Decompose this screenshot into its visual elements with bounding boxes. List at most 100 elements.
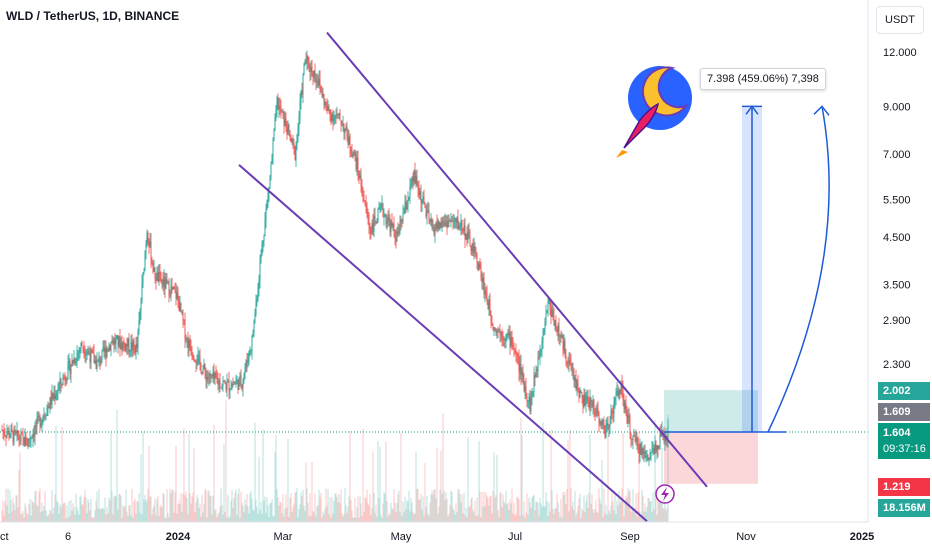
candles [1, 50, 669, 467]
candle-body [243, 374, 245, 381]
candle-body [291, 138, 293, 142]
candle-body [454, 218, 456, 221]
candle-body [252, 333, 254, 337]
volume-bar [189, 493, 191, 522]
volume-bar [469, 505, 471, 522]
volume-bar [292, 507, 294, 522]
candle-body [384, 214, 386, 216]
candle-body [613, 401, 615, 414]
candle-body [412, 176, 414, 182]
volume-bar [104, 497, 106, 522]
candle-body [655, 442, 657, 451]
volume-bar [642, 495, 644, 522]
candle-body [254, 313, 256, 321]
candle-body [229, 389, 231, 392]
candle-body [100, 360, 102, 364]
volume-bar [614, 492, 616, 522]
candle-body [516, 352, 518, 356]
candle-body [459, 225, 461, 227]
candle-body [274, 116, 276, 131]
candle-body [307, 56, 309, 61]
candle-body [99, 356, 101, 364]
candle-body [551, 309, 553, 317]
volume-bar [560, 498, 562, 522]
volume-bar [229, 516, 231, 522]
volume-bar [248, 513, 250, 522]
candle-body [462, 230, 464, 232]
volume-bar [297, 517, 299, 522]
volume-bar [230, 500, 232, 522]
volume-bar [134, 498, 136, 522]
candle-body [450, 221, 452, 223]
candle-body [604, 431, 606, 438]
volume-bar [258, 456, 260, 522]
volume-bar [30, 515, 32, 522]
volume-bar [522, 515, 524, 522]
candle-body [367, 213, 369, 218]
candle-body [436, 222, 438, 229]
volume-bar [330, 517, 332, 522]
candle-body [343, 124, 345, 134]
volume-bar [344, 488, 346, 522]
candle-body [334, 115, 336, 119]
volume-bar [659, 495, 661, 522]
rocket-moon-icon [616, 66, 692, 158]
volume-bar [328, 514, 330, 522]
volume-bar [518, 499, 520, 522]
volume-bar [192, 492, 194, 522]
volume-bar [117, 509, 119, 522]
candle-body [304, 61, 306, 66]
x-tick-label: 2024 [166, 531, 191, 543]
volume-bar [371, 507, 373, 522]
candle-body [199, 355, 201, 364]
candle-body [565, 355, 567, 362]
candle-body [19, 439, 21, 441]
volume-bar [286, 507, 288, 522]
candle-body [378, 208, 380, 210]
candle-body [636, 438, 638, 442]
candle-body [165, 279, 167, 289]
volume-bar [597, 512, 599, 522]
candle-body [181, 311, 183, 313]
volume-bar [524, 517, 526, 522]
candle-body [299, 101, 301, 118]
volume-bar [464, 515, 466, 522]
volume-bar [355, 517, 357, 522]
candle-body [478, 263, 480, 271]
candle-body [373, 215, 375, 232]
x-tick-label: Mar [274, 531, 293, 543]
volume-bar [531, 497, 533, 522]
volume-bar [393, 489, 395, 522]
candle-body [505, 334, 507, 341]
volume-bar [561, 517, 563, 522]
volume-bar [622, 432, 624, 522]
candle-body [457, 217, 459, 230]
volume-bar [70, 500, 72, 522]
candle-body [344, 128, 346, 134]
candle-body [251, 336, 253, 350]
candle-body [656, 445, 658, 451]
candle-body [224, 381, 226, 384]
currency-button[interactable]: USDT [876, 6, 924, 34]
candle-body [583, 394, 585, 408]
candle-body [345, 126, 347, 129]
volume-bar [432, 494, 434, 522]
candle-body [335, 115, 337, 117]
candle-body [211, 375, 213, 377]
volume-bar [338, 493, 340, 522]
volume-bar [566, 488, 568, 522]
volume-bar [205, 488, 207, 522]
candle-body [364, 201, 366, 204]
volume-bar [378, 498, 380, 522]
volume-bar [181, 511, 183, 522]
volume-bar [545, 492, 547, 522]
candle-body [518, 357, 520, 373]
candle-body [380, 205, 382, 209]
candle-body [424, 202, 426, 208]
candle-body [58, 385, 60, 391]
volume-bar [303, 505, 305, 522]
volume-bar [497, 510, 499, 522]
countdown-timer: 09:37:16 [883, 443, 926, 455]
candle-body [465, 234, 467, 240]
